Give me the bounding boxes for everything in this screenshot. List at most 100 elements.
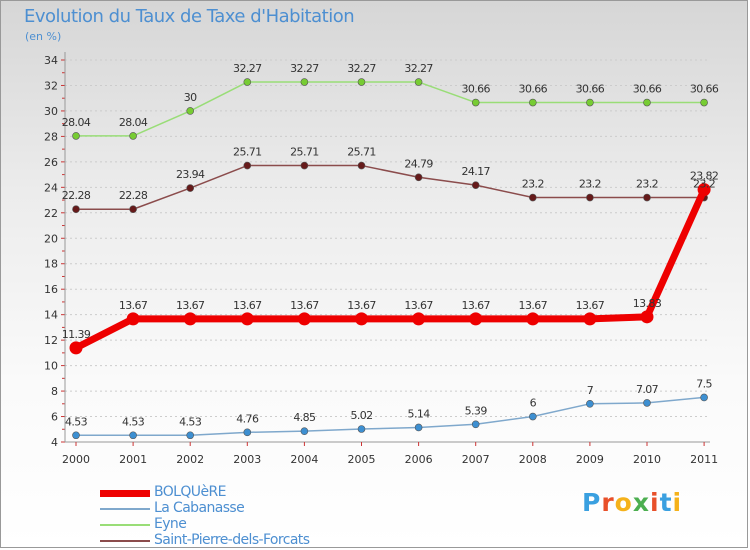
data-label: 4.76	[236, 412, 259, 425]
x-tick-label: 2005	[348, 453, 376, 466]
logo-letter: r	[601, 488, 615, 517]
data-label: 13.67	[233, 299, 262, 312]
data-point	[414, 78, 423, 86]
data-point	[186, 431, 194, 440]
data-point	[240, 312, 254, 326]
y-tick-label: 30	[44, 105, 58, 118]
data-point	[297, 312, 311, 326]
data-point	[700, 98, 708, 107]
data-point	[243, 428, 252, 437]
data-label: 13.67	[576, 299, 605, 312]
data-label: 30.66	[633, 83, 662, 96]
legend-label: Eyne	[154, 516, 187, 532]
y-tick-label: 20	[44, 232, 58, 245]
data-label: 6	[530, 397, 537, 410]
data-label: 5.02	[350, 409, 372, 422]
data-label: 24.79	[404, 157, 433, 170]
data-label: 23.2	[693, 178, 715, 191]
data-point	[586, 193, 594, 202]
data-label: 23.2	[636, 178, 658, 191]
data-point	[129, 132, 137, 140]
data-point	[471, 181, 480, 189]
data-label: 25.71	[233, 146, 262, 159]
logo-letter: i	[650, 488, 660, 517]
data-point	[640, 310, 654, 324]
data-point	[583, 312, 597, 326]
data-point	[300, 78, 309, 86]
data-label: 7.07	[636, 383, 659, 396]
logo-letter: i	[672, 488, 683, 517]
data-point	[72, 132, 80, 140]
data-label: 25.71	[347, 146, 376, 159]
data-label: 32.27	[233, 62, 262, 75]
data-point	[183, 312, 197, 326]
data-point	[243, 161, 252, 170]
legend-swatch	[100, 524, 150, 526]
proxiti-logo: Proxiti	[582, 488, 682, 517]
data-label: 32.27	[290, 62, 319, 75]
data-point	[471, 420, 480, 429]
legend-swatch	[100, 540, 150, 542]
data-point	[643, 399, 651, 407]
data-point	[355, 312, 368, 326]
data-point	[186, 107, 194, 115]
data-point	[300, 161, 309, 170]
data-label: 22.28	[62, 189, 91, 202]
series-line	[75, 396, 705, 437]
data-label: 13.67	[290, 299, 319, 312]
data-label: 11.39	[62, 328, 91, 341]
data-point	[126, 312, 140, 326]
legend-label: La Cabanasse	[154, 500, 245, 516]
data-point	[357, 161, 366, 170]
logo-letter: t	[659, 488, 673, 517]
data-label: 7	[587, 384, 594, 397]
legend-label: Saint-Pierre-dels-Forcats	[154, 532, 310, 548]
data-point	[414, 173, 423, 182]
y-tick-label: 24	[44, 181, 58, 194]
data-point	[528, 98, 537, 107]
x-tick-label: 2009	[576, 453, 604, 466]
data-point	[643, 193, 651, 202]
data-label: 28.04	[62, 116, 91, 129]
series-line	[72, 186, 708, 352]
logo-letter: P	[582, 488, 602, 517]
data-label: 30.66	[576, 83, 605, 96]
data-label: 32.27	[404, 62, 433, 75]
data-label: 5.14	[408, 407, 431, 420]
data-label: 13.67	[176, 299, 205, 312]
data-point	[414, 423, 423, 432]
data-label: 13.67	[519, 299, 548, 312]
data-point	[243, 78, 252, 86]
logo-letter: x	[632, 488, 650, 517]
data-point	[528, 412, 537, 421]
x-tick-label: 2007	[462, 453, 490, 466]
y-tick-label: 14	[44, 309, 58, 322]
data-point	[586, 399, 594, 408]
data-point	[528, 193, 537, 202]
data-label: 23.82	[690, 170, 719, 183]
data-point	[586, 98, 594, 107]
y-tick-label: 6	[51, 411, 58, 424]
y-tick-label: 34	[44, 54, 58, 67]
data-label: 30.66	[461, 83, 490, 96]
y-tick-label: 4	[51, 436, 58, 449]
data-point	[526, 312, 540, 326]
x-tick-label: 2002	[176, 453, 204, 466]
y-tick-label: 12	[44, 334, 58, 347]
data-point	[72, 431, 80, 440]
chart-title: Evolution du Taux de Taxe d'Habitation	[24, 6, 355, 27]
legend-swatch	[100, 508, 150, 510]
data-label: 4.53	[179, 415, 202, 428]
y-tick-label: 26	[44, 156, 58, 169]
data-point	[697, 183, 711, 197]
data-label: 13.67	[461, 299, 490, 312]
y-tick-label: 22	[44, 207, 58, 220]
data-label: 13.83	[633, 297, 662, 310]
data-label: 22.28	[119, 189, 148, 202]
y-tick-label: 10	[44, 360, 58, 373]
data-label: 4.85	[293, 411, 316, 424]
data-point	[469, 312, 483, 326]
x-tick-label: 2008	[519, 453, 547, 466]
